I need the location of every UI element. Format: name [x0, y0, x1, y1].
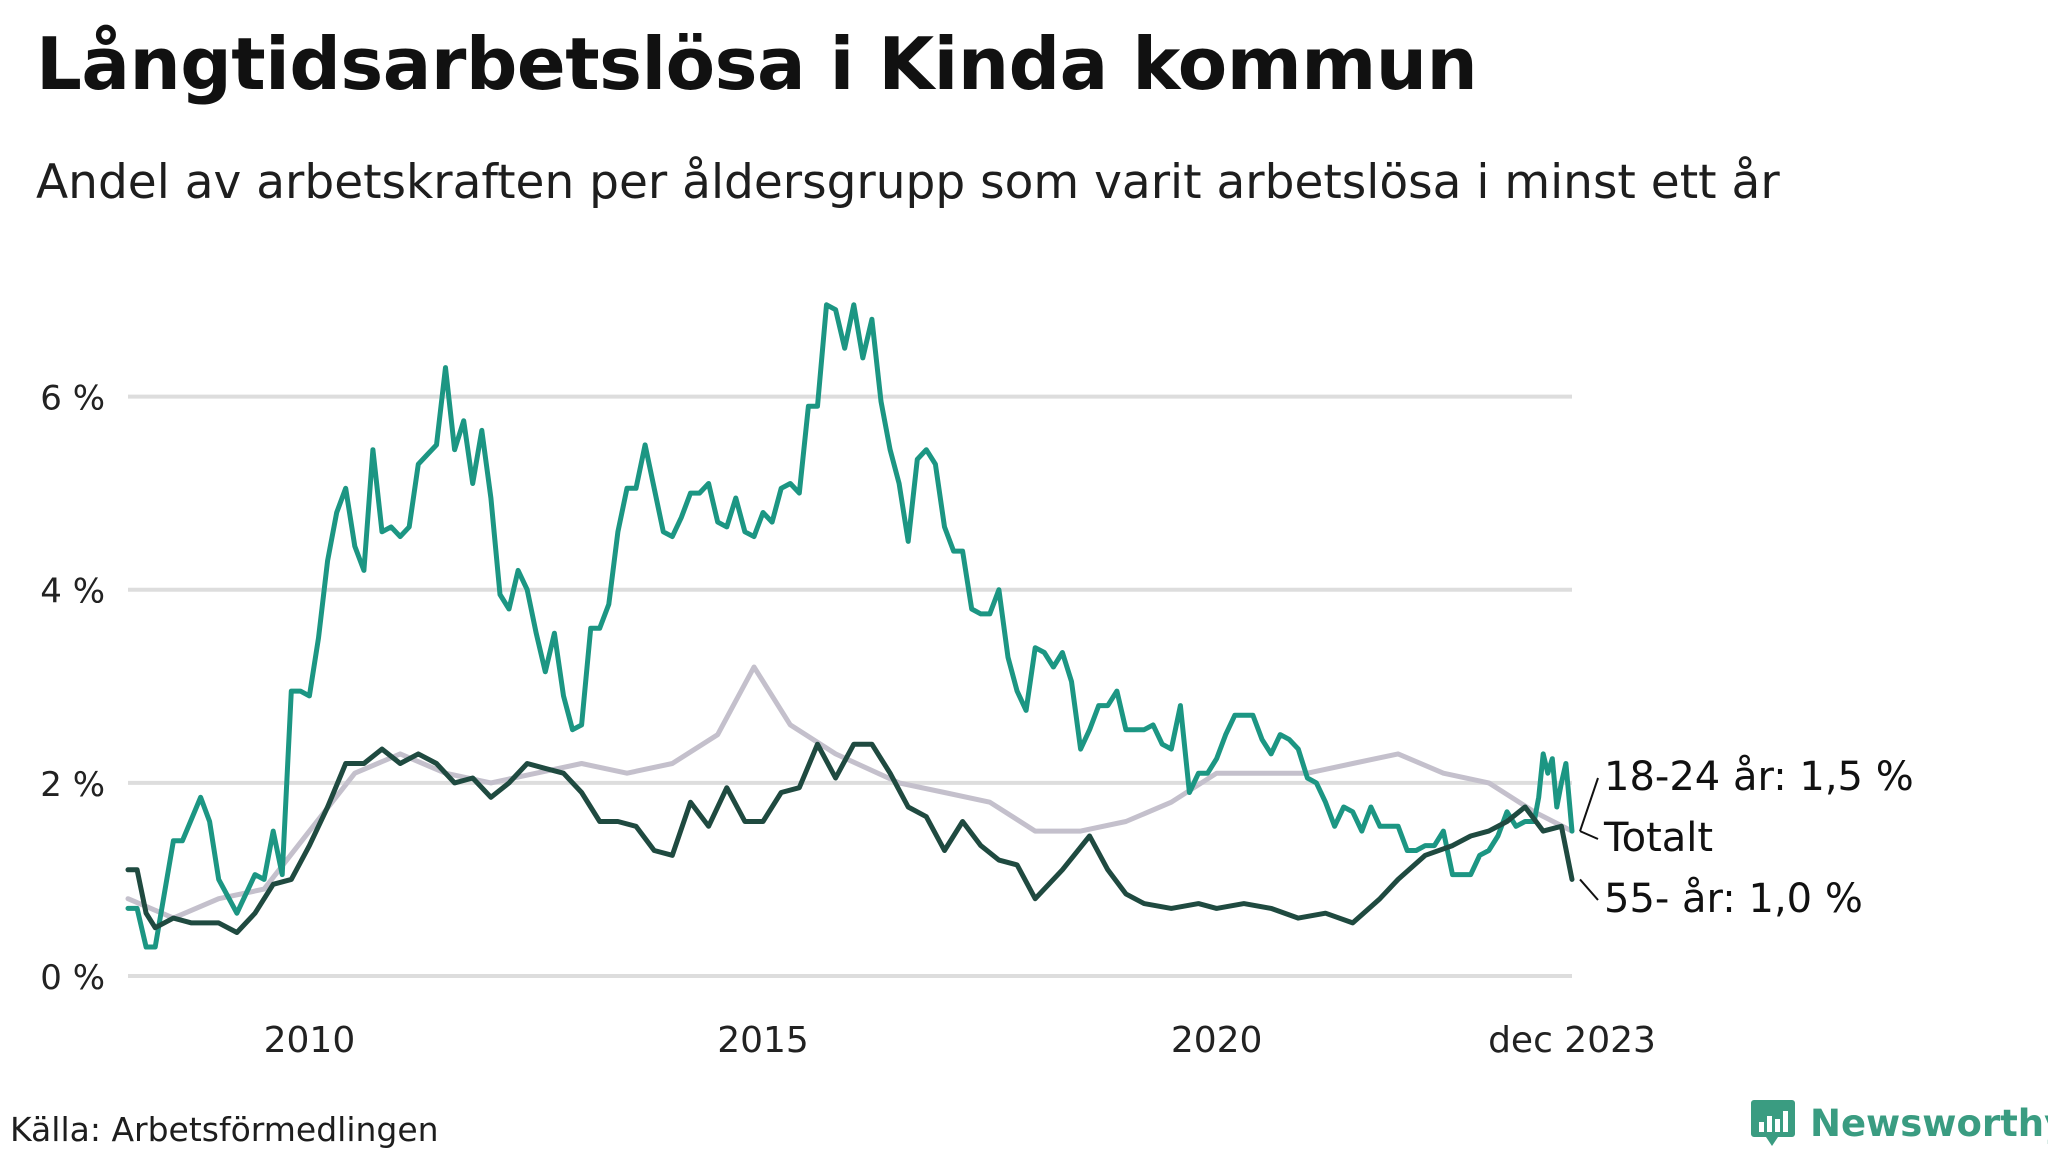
- brand-logo: Newsworthy: [1750, 1098, 2048, 1148]
- series-line-total: [125, 664, 1575, 921]
- label-leader-youth: [1579, 777, 1599, 832]
- label-leader-senior: [1579, 878, 1599, 901]
- y-axis: 0 % 2 % 4 % 6 %: [40, 379, 105, 998]
- label-leader-total: [1579, 830, 1599, 840]
- x-tick-label: dec 2023: [1488, 1020, 1656, 1061]
- x-tick-label: 2020: [1171, 1020, 1263, 1061]
- series-label-senior: 55- år: 1,0 %: [1604, 876, 1863, 922]
- x-tick-label: 2015: [717, 1020, 809, 1061]
- source-note: Källa: Arbetsförmedlingen: [10, 1110, 439, 1149]
- newsworthy-icon: [1751, 1100, 1795, 1146]
- chart-subtitle: Andel av arbetskraften per åldersgrupp s…: [36, 155, 1780, 210]
- y-tick-label: 0 %: [40, 958, 105, 998]
- series-layer: [125, 302, 1575, 950]
- series-label-total: Totalt: [1603, 815, 1713, 861]
- x-axis: 2010 2015 2020 dec 2023: [264, 1020, 1656, 1061]
- brand-name: Newsworthy: [1810, 1101, 2048, 1145]
- grid-layer: [128, 394, 1572, 978]
- chart-title: Långtidsarbetslösa i Kinda kommun: [36, 22, 1478, 106]
- y-tick-label: 4 %: [40, 572, 105, 612]
- y-tick-label: 2 %: [40, 765, 105, 805]
- series-label-youth: 18-24 år: 1,5 %: [1604, 754, 1914, 800]
- x-tick-label: 2010: [264, 1020, 356, 1061]
- series-line-senior: [125, 741, 1575, 935]
- series-labels: Totalt 18-24 år: 1,5 % 55- år: 1,0 %: [1579, 754, 1914, 922]
- series-line-youth: [125, 302, 1575, 950]
- y-tick-label: 6 %: [40, 379, 105, 419]
